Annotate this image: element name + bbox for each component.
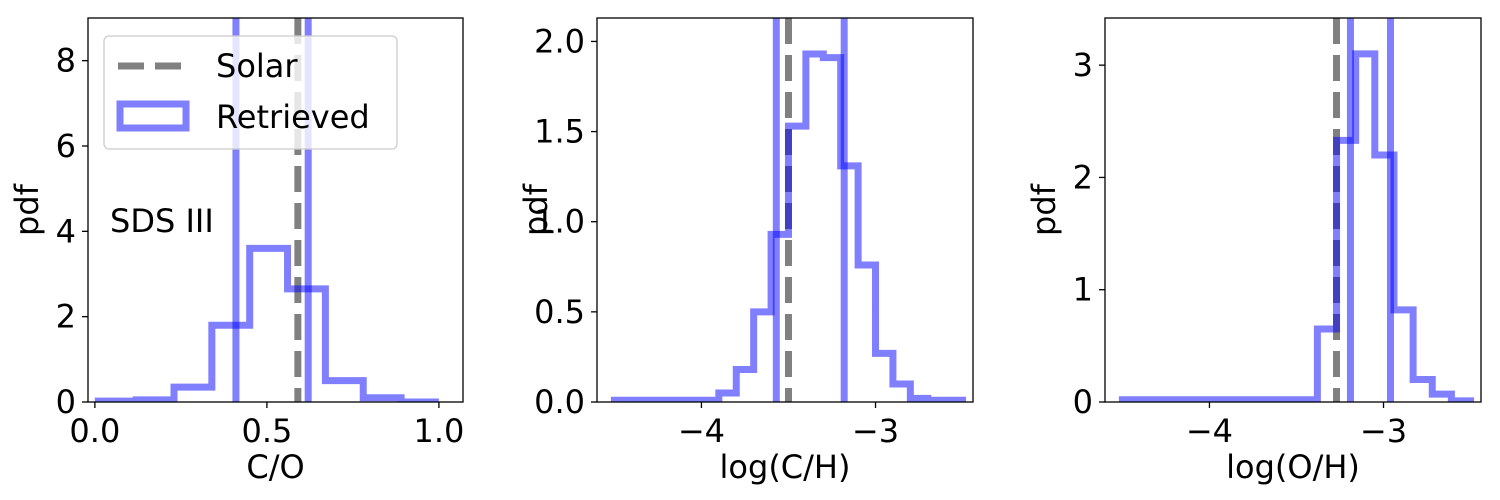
x-tick-label: 1.0 bbox=[413, 412, 464, 450]
legend-retrieved-label: Retrieved bbox=[216, 98, 370, 136]
y-tick-label: 4 bbox=[56, 212, 76, 250]
y-tick-label: 1.5 bbox=[534, 113, 585, 151]
y-tick-label: 2 bbox=[56, 298, 76, 336]
panel-1: 0.0 0.5 1.0 0 2 4 6 8 C/O pdf SDS III Solar Retrieve… bbox=[8, 17, 464, 486]
x-tick-label: 0.5 bbox=[241, 412, 292, 450]
axes-frame bbox=[1104, 17, 1482, 403]
x-tick-label: −4 bbox=[678, 412, 725, 450]
annotation-label: SDS III bbox=[110, 202, 214, 240]
y-tick-label: 1.0 bbox=[534, 203, 585, 241]
y-tick-label: 3 bbox=[1073, 46, 1093, 84]
x-tick-label: −4 bbox=[1186, 412, 1233, 450]
y-tick-label: 8 bbox=[56, 42, 76, 80]
y-axis-label: pdf bbox=[8, 183, 46, 236]
y-tick-label: 0 bbox=[56, 383, 76, 421]
panel-3: −4 −3 0 1 2 3 log(O/H) pdf bbox=[1025, 17, 1482, 486]
x-tick-label: −3 bbox=[1360, 412, 1407, 450]
panel-2: −4 −3 0.0 0.5 1.0 1.5 2.0 log(C/H) pdf bbox=[517, 17, 974, 486]
legend-solar-label: Solar bbox=[216, 47, 298, 85]
y-axis-label: pdf bbox=[1025, 183, 1063, 236]
plot-area bbox=[610, 18, 967, 402]
x-axis-label: log(C/H) bbox=[720, 448, 851, 486]
y-tick-label: 2 bbox=[1073, 158, 1093, 196]
x-tick-label: 0.0 bbox=[69, 412, 120, 450]
y-tick-label: 6 bbox=[56, 127, 76, 165]
y-tick-label: 0.5 bbox=[534, 293, 585, 331]
y-tick-label: 0 bbox=[1073, 383, 1093, 421]
y-axis-label: pdf bbox=[517, 183, 555, 236]
y-tick-label: 1 bbox=[1073, 271, 1093, 309]
x-tick-label: −3 bbox=[852, 412, 899, 450]
histogram-1 bbox=[610, 50, 967, 402]
legend-retrieved-swatch bbox=[116, 100, 190, 132]
axes-frame bbox=[596, 17, 974, 403]
histogram-1 bbox=[94, 244, 439, 402]
legend: Solar Retrieved bbox=[103, 35, 398, 150]
y-tick-label: 0.0 bbox=[534, 383, 585, 421]
axes-frame bbox=[87, 17, 464, 403]
y-tick-label: 2.0 bbox=[534, 22, 585, 60]
x-axis-label: log(O/H) bbox=[1226, 448, 1360, 486]
histogram-1 bbox=[1118, 50, 1475, 402]
x-axis-label: C/O bbox=[246, 448, 304, 486]
plot-area bbox=[1118, 18, 1475, 402]
